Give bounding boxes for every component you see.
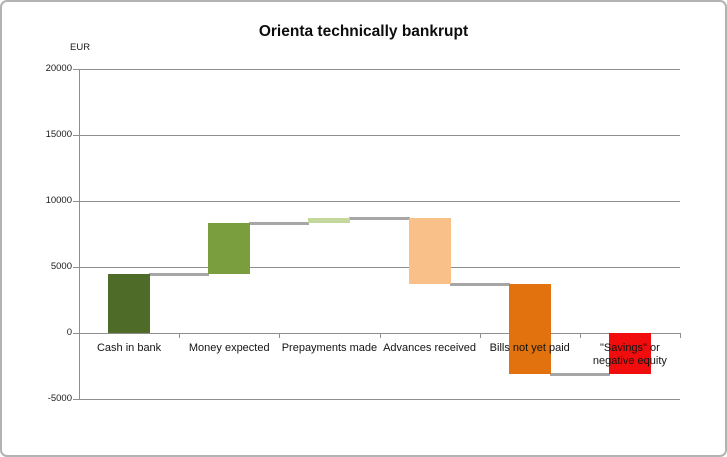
y-axis-tick-10000 bbox=[73, 201, 79, 202]
x-axis-tick-1 bbox=[179, 333, 181, 338]
bar--savings-or-negative-equity bbox=[608, 333, 651, 374]
waterfall-connector-1 bbox=[249, 222, 310, 226]
waterfall-connector-4 bbox=[549, 372, 610, 376]
y-axis-label-10000: 10000 bbox=[45, 195, 72, 206]
bar-prepayments-made bbox=[308, 218, 351, 224]
x-axis-tick-5 bbox=[579, 333, 581, 338]
x-axis-tick-6 bbox=[680, 333, 681, 338]
chart-title: Orienta technically bankrupt bbox=[258, 23, 469, 40]
gridline--5000 bbox=[79, 399, 680, 400]
x-axis-category-label-1: Money expected bbox=[188, 342, 270, 354]
gridline-20000 bbox=[79, 69, 680, 70]
y-axis-tick-5000 bbox=[73, 267, 79, 268]
y-axis-unit-label: EUR bbox=[70, 42, 91, 53]
x-axis-category-label-2: Prepayments made bbox=[281, 342, 378, 354]
y-axis-line bbox=[79, 69, 80, 399]
y-axis-label--5000: -5000 bbox=[47, 393, 72, 404]
gridline-10000 bbox=[79, 201, 680, 202]
x-axis-tick-0 bbox=[79, 333, 80, 338]
y-axis-tick-0 bbox=[73, 333, 79, 334]
waterfall-connector-0 bbox=[149, 272, 210, 276]
x-axis-category-label-5: "Savings" or negative equity bbox=[592, 342, 667, 367]
bar-bills-not-yet-paid bbox=[508, 284, 551, 374]
gridline-15000 bbox=[79, 135, 680, 136]
gridline-5000 bbox=[79, 267, 680, 268]
x-axis-category-label-3: Advances received bbox=[383, 342, 477, 354]
x-axis-tick-3 bbox=[379, 333, 381, 338]
bar-advances-received bbox=[408, 218, 451, 285]
y-axis-label-0: 0 bbox=[66, 327, 72, 338]
x-axis-tick-2 bbox=[279, 333, 281, 338]
y-axis-label-5000: 5000 bbox=[50, 261, 72, 272]
waterfall-connector-3 bbox=[449, 283, 510, 287]
y-axis-tick--5000 bbox=[73, 399, 79, 400]
x-axis-category-label-4: Bills not yet paid bbox=[489, 342, 570, 354]
x-axis-tick-4 bbox=[479, 333, 481, 338]
y-axis-label-15000: 15000 bbox=[45, 129, 72, 140]
bar-cash-in-bank bbox=[108, 273, 151, 333]
y-axis-tick-20000 bbox=[73, 69, 79, 70]
x-axis-category-label-0: Cash in bank bbox=[96, 342, 162, 354]
bar-money-expected bbox=[208, 223, 251, 274]
waterfall-connector-2 bbox=[349, 217, 410, 221]
y-axis-tick-15000 bbox=[73, 135, 79, 136]
y-axis-label-20000: 20000 bbox=[45, 63, 72, 74]
